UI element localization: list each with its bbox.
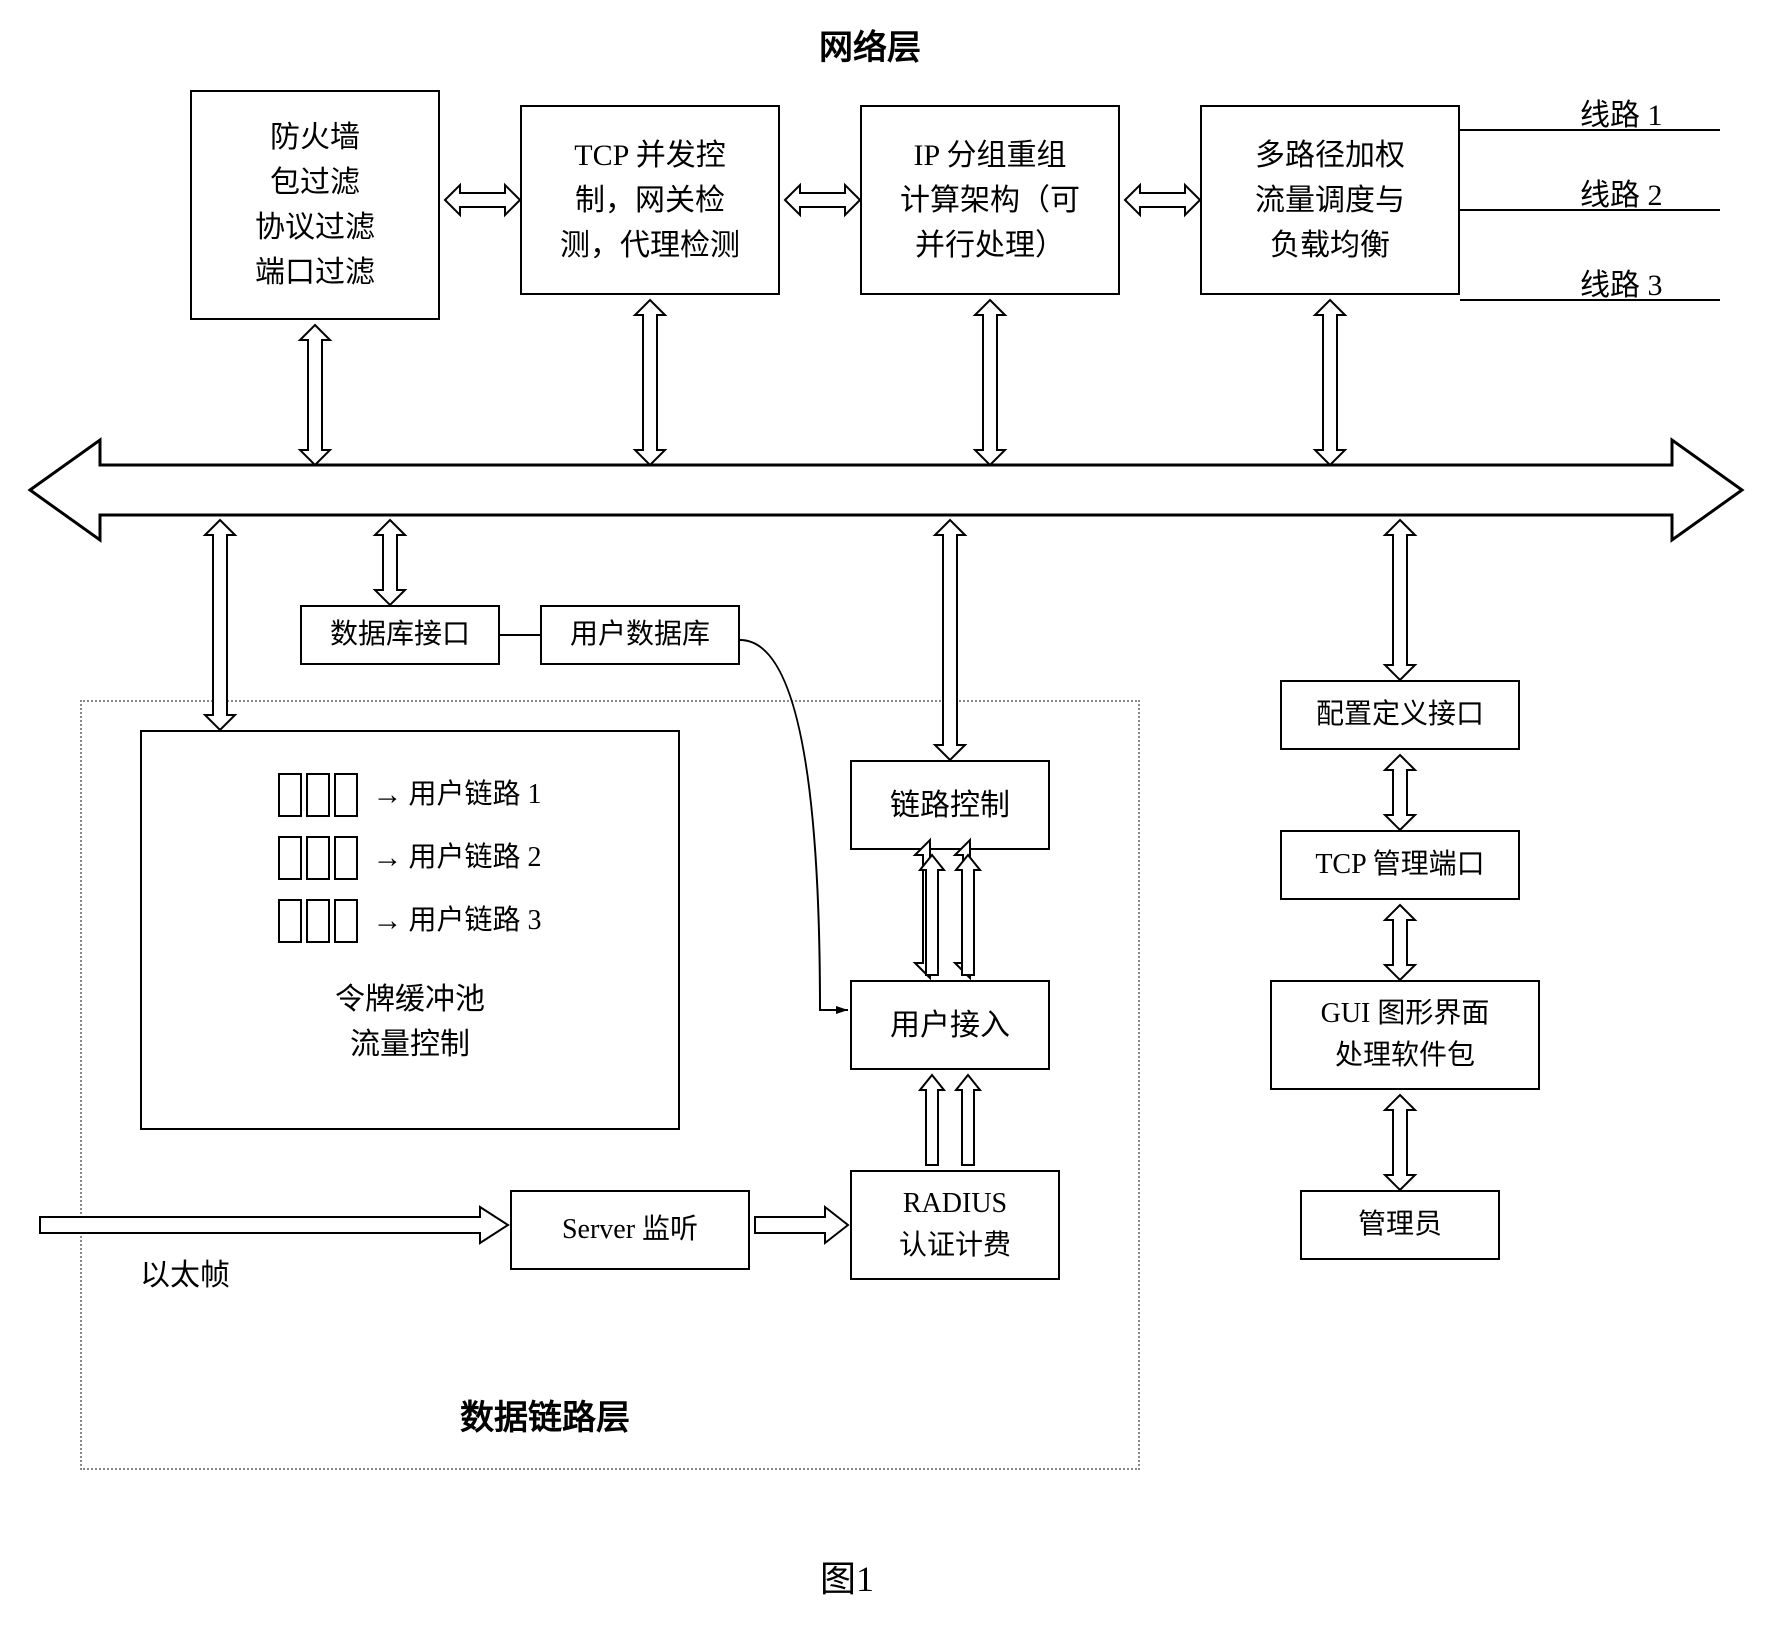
- box-link-ctrl: 链路控制: [850, 760, 1050, 850]
- token-rect: [334, 836, 358, 880]
- box-firewall: 防火墙 包过滤 协议过滤 端口过滤: [190, 90, 440, 320]
- box-db-interface: 数据库接口: [300, 605, 500, 665]
- token-pool-caption: 令牌缓冲池 流量控制: [335, 977, 485, 1067]
- box-tcp-ctrl: TCP 并发控 制，网关检 测，代理检测: [520, 105, 780, 295]
- token-rect: [306, 899, 330, 943]
- token-rect: [306, 836, 330, 880]
- user-link-1-label: 用户链路 1: [408, 774, 541, 816]
- box-gui: GUI 图形界面 处理软件包: [1270, 980, 1540, 1090]
- token-rect: [278, 836, 302, 880]
- label-line2: 线路 2: [1580, 170, 1663, 214]
- token-rect: [334, 899, 358, 943]
- label-line3: 线路 3: [1580, 260, 1663, 304]
- label-datalink: 数据链路层: [460, 1390, 630, 1439]
- label-eth-frame: 以太帧: [140, 1250, 230, 1294]
- token-rect: [334, 773, 358, 817]
- box-user-access: 用户接入: [850, 980, 1050, 1070]
- diagram-root: 网络层 防火墙 包过滤 协议过滤 端口过滤 TCP 并发控 制，网关检 测，代理…: [20, 20, 1752, 1620]
- token-row-1: → 用户链路 1: [278, 772, 541, 817]
- user-link-3-label: 用户链路 3: [408, 900, 541, 942]
- token-rect: [278, 899, 302, 943]
- token-row-2: → 用户链路 2: [278, 835, 541, 880]
- box-tcp-mgmt: TCP 管理端口: [1280, 830, 1520, 900]
- token-rect: [278, 773, 302, 817]
- label-line1: 线路 1: [1580, 90, 1663, 134]
- arrow-icon: →: [372, 835, 402, 880]
- figure-label: 图1: [820, 1550, 874, 1602]
- label-core-bus: 调度器核心处理模块: [540, 470, 1140, 519]
- token-row-3: → 用户链路 3: [278, 898, 541, 943]
- title-network-layer: 网络层: [720, 20, 1020, 69]
- box-config-interface: 配置定义接口: [1280, 680, 1520, 750]
- box-radius: RADIUS 认证计费: [850, 1170, 1060, 1280]
- box-multipath: 多路径加权 流量调度与 负载均衡: [1200, 105, 1460, 295]
- box-user-db: 用户数据库: [540, 605, 740, 665]
- token-rect: [306, 773, 330, 817]
- box-server-listen: Server 监听: [510, 1190, 750, 1270]
- user-link-2-label: 用户链路 2: [408, 837, 541, 879]
- arrow-icon: →: [372, 772, 402, 817]
- box-token-pool: → 用户链路 1 → 用户链路 2 → 用户链路 3 令牌缓冲池 流量控制: [140, 730, 680, 1130]
- box-ip-regroup: IP 分组重组 计算架构（可 并行处理）: [860, 105, 1120, 295]
- box-admin: 管理员: [1300, 1190, 1500, 1260]
- arrow-icon: →: [372, 898, 402, 943]
